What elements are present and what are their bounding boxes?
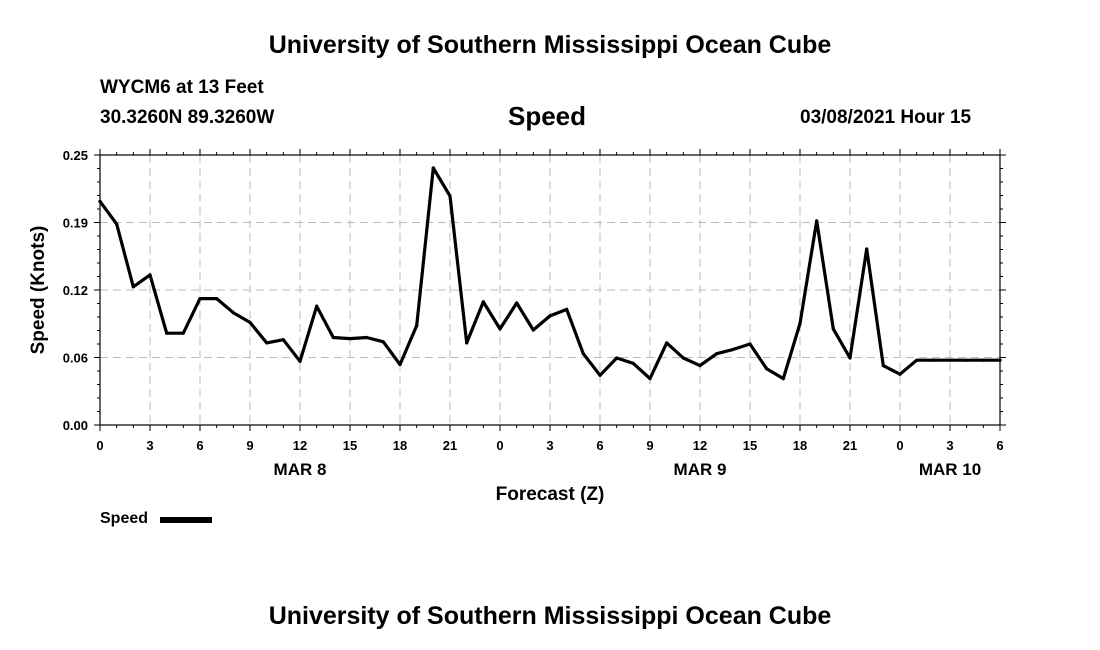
speed-data-point [831, 327, 835, 331]
x-tick-label: 15 [343, 438, 357, 453]
speed-data-point [665, 341, 669, 345]
speed-data-point [281, 338, 285, 342]
forecast-datetime: 03/08/2021 Hour 15 [800, 107, 972, 128]
plot-frame [99, 154, 1001, 426]
speed-data-point [315, 304, 319, 308]
speed-data-point [448, 194, 452, 198]
x-tick-label: 3 [146, 438, 153, 453]
page-title: University of Southern Mississippi Ocean… [268, 31, 832, 59]
x-tick-label: 0 [896, 438, 903, 453]
x-tick-label: 6 [996, 438, 1003, 453]
speed-data-point [265, 341, 269, 345]
date-label: MAR 8 [274, 460, 327, 479]
x-tick-label: 18 [393, 438, 407, 453]
speed-data-point [298, 359, 302, 363]
x-tick-label: 0 [496, 438, 503, 453]
speed-data-point [781, 377, 785, 381]
x-tick-label: 9 [246, 438, 253, 453]
speed-data-point [865, 247, 869, 251]
speed-data-point [898, 372, 902, 376]
x-tick-label: 6 [196, 438, 203, 453]
y-tick-label: 0.06 [63, 351, 88, 366]
footer-title: University of Southern Mississippi Ocean… [268, 602, 832, 630]
x-tick-label: 21 [443, 438, 457, 453]
y-tick-label: 0.19 [63, 216, 88, 231]
x-tick-label: 15 [743, 438, 757, 453]
chart-subtitle: Speed [508, 101, 587, 131]
speed-data-point [248, 320, 252, 324]
speed-data-point [698, 364, 702, 368]
x-axis-title: Forecast (Z) [496, 484, 605, 505]
x-tick-label: 3 [546, 438, 553, 453]
speed-data-point [331, 335, 335, 340]
speed-data-point [431, 166, 435, 170]
speed-data-point [981, 358, 985, 362]
speed-data-point [231, 311, 235, 315]
speed-data-point [615, 356, 619, 360]
speed-data-point [548, 314, 552, 318]
speed-data-point [815, 219, 819, 223]
y-axis-title: Speed (Knots) [28, 226, 49, 355]
y-tick-label: 0.00 [63, 418, 88, 433]
speed-data-point [531, 328, 535, 332]
speed-data-point [648, 377, 652, 381]
speed-data-point [348, 337, 352, 341]
speed-data-point [948, 358, 952, 362]
x-tick-label: 9 [646, 438, 653, 453]
speed-data-point [881, 364, 885, 368]
coordinates-label: 30.3260N 89.3260W [100, 107, 275, 128]
speed-data-point [965, 358, 969, 362]
speed-data-point [765, 367, 769, 371]
speed-data-point [515, 301, 519, 305]
speed-data-point [731, 347, 735, 351]
speed-data-point [415, 324, 419, 328]
speed-data-point [598, 373, 602, 377]
x-tick-label: 21 [843, 438, 857, 453]
speed-data-point [465, 341, 469, 345]
speed-data-point [681, 356, 685, 360]
speed-data-point [631, 361, 635, 365]
speed-data-point [165, 331, 169, 335]
speed-data-point [215, 297, 219, 301]
speed-data-point [581, 352, 585, 356]
x-tick-label: 0 [96, 438, 103, 453]
speed-data-point [381, 340, 385, 344]
date-label: MAR 10 [919, 460, 981, 479]
x-tick-label: 12 [293, 438, 307, 453]
speed-data-point [481, 300, 485, 304]
speed-data-point [848, 356, 852, 360]
y-tick-label: 0.12 [63, 283, 88, 298]
speed-data-point [148, 273, 152, 277]
speed-data-point [998, 358, 1002, 362]
speed-data-point [398, 362, 402, 367]
speed-data-point [931, 358, 935, 362]
legend-line-swatch [160, 517, 212, 523]
x-tick-label: 6 [596, 438, 603, 453]
speed-data-point [915, 358, 919, 362]
speed-data-point [198, 297, 202, 301]
y-tick-label: 0.25 [63, 148, 88, 163]
x-tick-label: 18 [793, 438, 807, 453]
station-label: WYCM6 at 13 Feet [100, 77, 264, 98]
speed-data-point [498, 327, 502, 331]
date-label: MAR 9 [674, 460, 727, 479]
speed-data-point [565, 307, 569, 311]
speed-data-point [748, 342, 752, 346]
speed-data-point [98, 199, 102, 203]
legend-label: Speed [100, 510, 149, 527]
speed-data-point [181, 331, 185, 335]
speed-data-point [715, 352, 719, 356]
speed-data-point [115, 222, 119, 226]
x-tick-label: 12 [693, 438, 707, 453]
speed-data-point [131, 285, 135, 289]
speed-data-point [365, 335, 369, 340]
speed-data-point [798, 321, 802, 326]
x-tick-label: 3 [946, 438, 953, 453]
